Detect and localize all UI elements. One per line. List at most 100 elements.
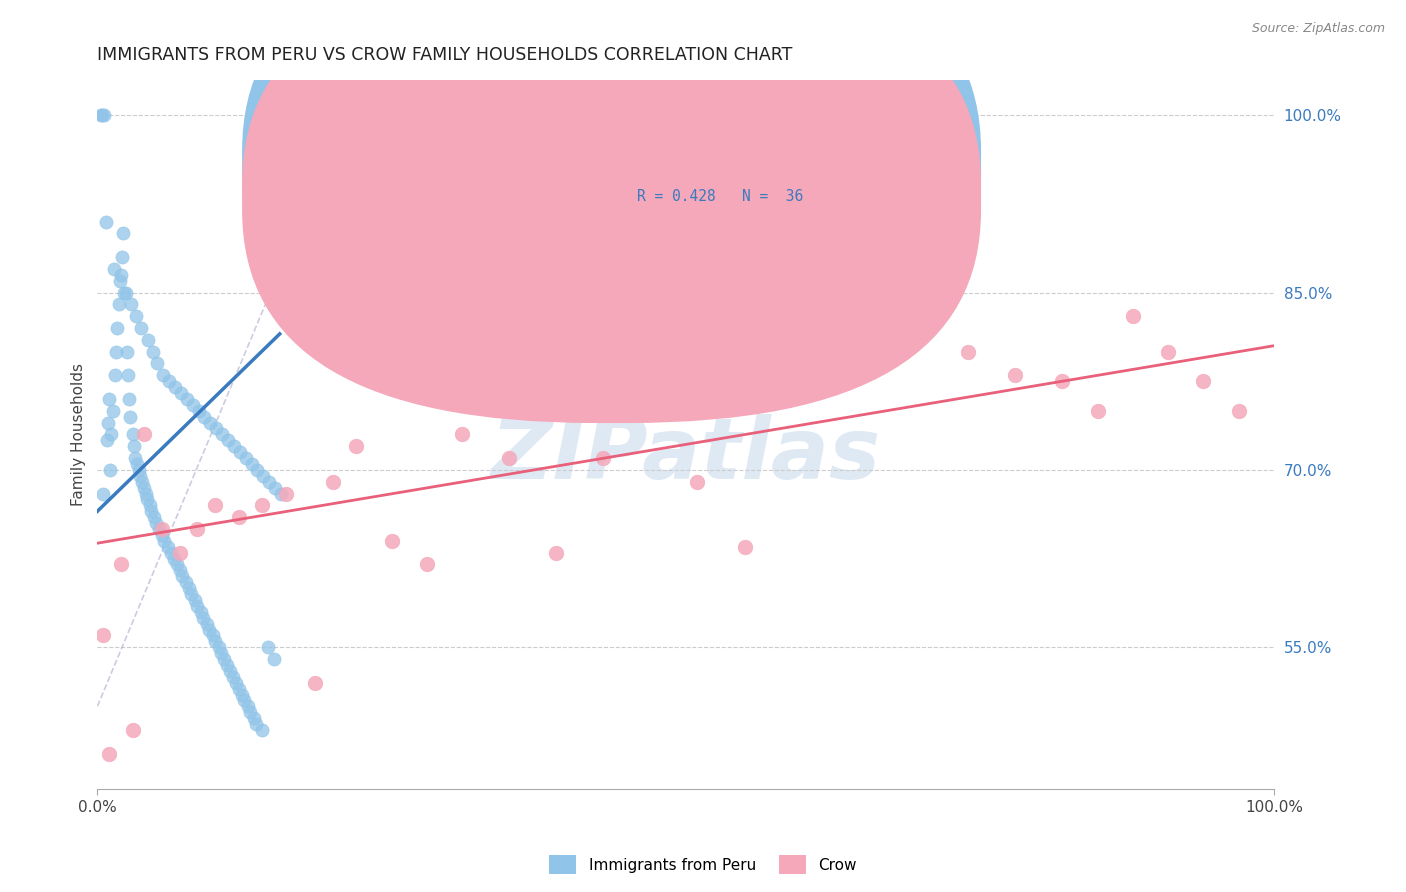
Point	[233, 693, 256, 707]
Point	[128, 463, 150, 477]
Point	[225, 675, 247, 690]
Point	[193, 409, 215, 424]
Point	[141, 504, 163, 518]
Point	[219, 664, 242, 678]
Point	[304, 675, 326, 690]
Point	[139, 499, 162, 513]
Point	[105, 344, 128, 359]
Point	[136, 333, 159, 347]
Point	[229, 445, 252, 459]
Point	[257, 475, 280, 489]
Point	[166, 558, 188, 572]
Point	[209, 646, 232, 660]
Point	[128, 468, 150, 483]
Point	[127, 457, 149, 471]
Text: R = 0.400   N = 104: R = 0.400 N = 104	[637, 157, 804, 171]
Point	[125, 309, 148, 323]
Point	[274, 486, 297, 500]
Point	[91, 628, 114, 642]
Point	[804, 356, 827, 370]
Point	[103, 261, 125, 276]
Point	[163, 551, 186, 566]
Point	[131, 475, 153, 489]
Point	[108, 274, 131, 288]
Point	[134, 481, 156, 495]
Point	[150, 528, 173, 542]
Point	[734, 540, 756, 554]
Point	[1004, 368, 1026, 383]
Point	[221, 670, 243, 684]
Point	[170, 569, 193, 583]
Text: R = 0.428   N =  36: R = 0.428 N = 36	[637, 189, 804, 204]
Point	[115, 344, 138, 359]
Point	[101, 403, 124, 417]
Point	[239, 706, 262, 720]
Point	[134, 427, 156, 442]
Point	[322, 475, 344, 489]
Point	[100, 427, 122, 442]
Point	[124, 451, 146, 466]
Point	[195, 616, 218, 631]
Point	[98, 747, 121, 761]
Point	[153, 533, 176, 548]
Point	[105, 321, 128, 335]
Point	[222, 439, 245, 453]
Point	[344, 439, 367, 453]
Point	[250, 499, 273, 513]
Point	[146, 356, 169, 370]
Point	[142, 510, 165, 524]
Text: Source: ZipAtlas.com: Source: ZipAtlas.com	[1251, 22, 1385, 36]
Point	[110, 268, 132, 282]
Point	[135, 486, 157, 500]
Point	[214, 652, 236, 666]
Point	[98, 463, 121, 477]
Point	[592, 451, 614, 466]
Point	[1192, 374, 1215, 388]
Point	[416, 558, 439, 572]
Point	[270, 486, 292, 500]
Legend: Immigrants from Peru, Crow: Immigrants from Peru, Crow	[543, 849, 863, 880]
Point	[201, 628, 224, 642]
Point	[498, 451, 520, 466]
Point	[204, 499, 226, 513]
Point	[1087, 403, 1109, 417]
Point	[181, 398, 204, 412]
Point	[264, 481, 287, 495]
Point	[169, 563, 191, 577]
Point	[217, 434, 239, 448]
Point	[187, 403, 209, 417]
Point	[107, 297, 129, 311]
Point	[112, 227, 135, 241]
Point	[163, 380, 186, 394]
Text: IMMIGRANTS FROM PERU VS CROW FAMILY HOUSEHOLDS CORRELATION CHART: IMMIGRANTS FROM PERU VS CROW FAMILY HOUS…	[97, 46, 793, 64]
Point	[769, 333, 792, 347]
Point	[179, 581, 201, 595]
Point	[235, 451, 257, 466]
Point	[174, 575, 197, 590]
Point	[129, 321, 152, 335]
Point	[851, 344, 873, 359]
Point	[240, 457, 263, 471]
Point	[135, 492, 157, 507]
FancyBboxPatch shape	[242, 0, 981, 391]
FancyBboxPatch shape	[242, 0, 981, 423]
Point	[257, 640, 280, 655]
Point	[236, 699, 259, 714]
FancyBboxPatch shape	[586, 140, 832, 221]
Point	[114, 285, 136, 300]
Point	[91, 108, 114, 122]
Point	[184, 593, 207, 607]
Point	[160, 546, 183, 560]
Point	[1052, 374, 1074, 388]
Point	[142, 344, 165, 359]
Point	[97, 416, 120, 430]
Point	[122, 439, 145, 453]
Point	[193, 610, 215, 624]
Point	[90, 108, 112, 122]
Point	[156, 540, 179, 554]
Point	[263, 652, 285, 666]
Point	[121, 427, 143, 442]
Point	[170, 386, 193, 401]
Point	[190, 605, 212, 619]
Point	[686, 475, 709, 489]
